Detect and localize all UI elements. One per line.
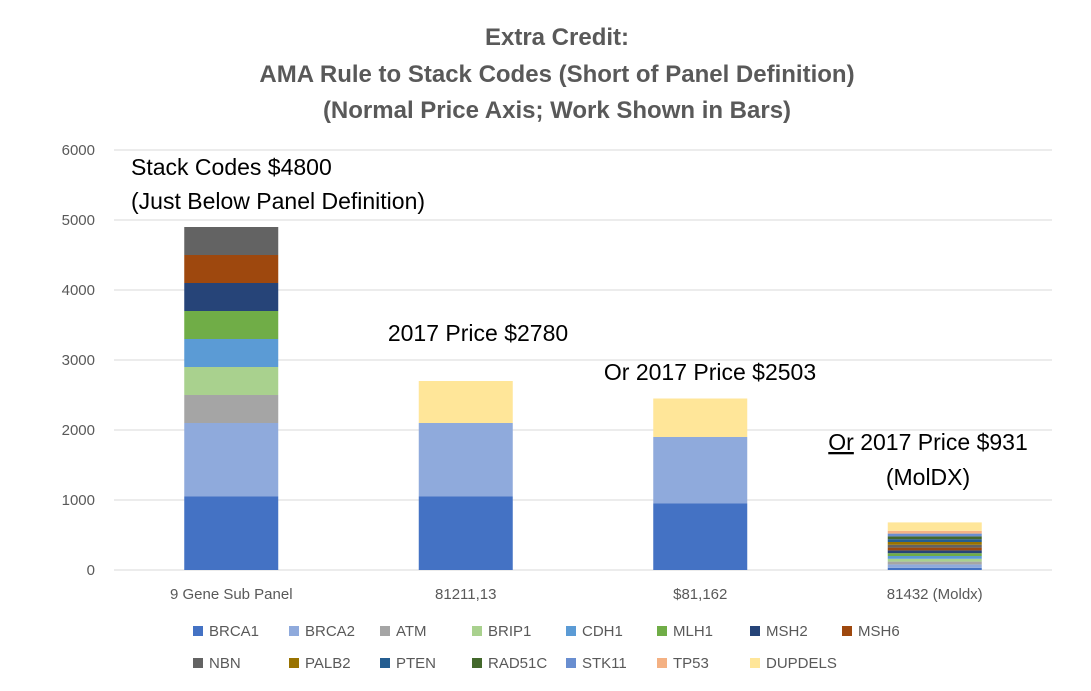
bar-segment [887, 564, 982, 568]
bar-segment [887, 550, 982, 554]
bars [184, 227, 982, 570]
bar-segment [184, 339, 279, 367]
legend-swatch [657, 658, 667, 668]
legend-label: RAD51C [488, 655, 547, 672]
bar-segment [887, 522, 982, 531]
legend-label: BRIP1 [488, 623, 531, 640]
chart-title-line: Extra Credit: [485, 24, 629, 51]
annotation-line: Or 2017 Price $2503 [604, 359, 816, 385]
annotation-line: Or 2017 Price $931 [828, 429, 1027, 455]
legend-swatch [842, 626, 852, 636]
bar-segment [887, 542, 982, 545]
legend-label: TP53 [673, 655, 709, 672]
bar-segment [887, 539, 982, 542]
bar-segment [184, 255, 279, 283]
legend-label: MLH1 [673, 623, 713, 640]
chart-title-line: (Normal Price Axis; Work Shown in Bars) [323, 97, 791, 124]
bar-segment [887, 544, 982, 548]
bar-segment [184, 283, 279, 311]
legend-swatch [566, 626, 576, 636]
annotation-line: 2017 Price $2780 [388, 320, 568, 346]
legend-label: MSH2 [766, 623, 808, 640]
y-tick-label: 3000 [62, 352, 95, 369]
legend-label: CDH1 [582, 623, 623, 640]
legend-swatch [380, 626, 390, 636]
x-tick-label: 81211,13 [435, 586, 496, 603]
legend-swatch [193, 658, 203, 668]
bar-segment [887, 536, 982, 540]
legend-swatch [289, 658, 299, 668]
legend-swatch [472, 626, 482, 636]
annotation-line: (MolDX) [886, 464, 970, 490]
legend-label: MSH6 [858, 623, 900, 640]
legend-swatch [566, 658, 576, 668]
y-tick-label: 2000 [62, 422, 95, 439]
x-tick-label: 81432 (Moldx) [887, 586, 983, 603]
bar-segment [887, 561, 982, 565]
bar-segment [184, 395, 279, 423]
legend-label: DUPDELS [766, 655, 837, 672]
y-tick-label: 6000 [62, 142, 95, 159]
x-tick-label: $81,162 [673, 586, 727, 603]
x-axis-labels: 9 Gene Sub Panel 81211,13 $81,162 81432 (Mo… [170, 586, 983, 603]
bar-segment [887, 547, 982, 551]
legend-swatch [193, 626, 203, 636]
legend-swatch [750, 658, 760, 668]
bar-segment [887, 553, 982, 556]
bar-segment [887, 530, 982, 534]
legend-label: BRCA1 [209, 623, 259, 640]
bar-segment [887, 558, 982, 562]
bar-segment [418, 496, 513, 570]
legend-label: ATM [396, 623, 427, 640]
legend-swatch [657, 626, 667, 636]
legend-label: PTEN [396, 655, 436, 672]
y-tick-label: 1000 [62, 492, 95, 509]
bar-segment [418, 423, 513, 497]
legend-label: NBN [209, 655, 241, 672]
bar-segment [653, 437, 748, 504]
annotation-line: (Just Below Panel Definition) [131, 188, 425, 214]
legend-swatch [380, 658, 390, 668]
y-axis-ticks: 0 1000 2000 3000 4000 5000 6000 [62, 142, 95, 579]
bar-segment [184, 496, 279, 570]
bar-segment [184, 423, 279, 497]
annotation-rest: 2017 Price $931 [854, 429, 1028, 455]
annotations: Stack Codes $4800 (Just Below Panel Defin… [131, 154, 1028, 490]
y-tick-label: 0 [87, 562, 95, 579]
bar-segment [184, 367, 279, 395]
chart-title-line: AMA Rule to Stack Codes (Short of Panel … [259, 61, 854, 88]
bar-segment [887, 567, 982, 570]
legend-swatch [750, 626, 760, 636]
bar-segment [653, 503, 748, 570]
legend-swatch [472, 658, 482, 668]
bar-segment [887, 533, 982, 537]
legend-label: PALB2 [305, 655, 351, 672]
annotation-line: Stack Codes $4800 [131, 154, 332, 180]
bar-segment [184, 227, 279, 255]
y-tick-label: 4000 [62, 282, 95, 299]
bar-segment [653, 398, 748, 437]
bar-segment [418, 381, 513, 423]
legend-label: STK11 [582, 655, 627, 672]
legend: BRCA1 BRCA2 ATM BRIP1 CDH1 MLH1 MSH2 MSH6 NBN PAL… [193, 623, 900, 672]
legend-label: BRCA2 [305, 623, 355, 640]
legend-swatch [289, 626, 299, 636]
bar-segment [184, 311, 279, 339]
annotation-underlined: Or [828, 429, 854, 455]
y-tick-label: 5000 [62, 212, 95, 229]
bar-segment [887, 556, 982, 559]
chart-title: Extra Credit: AMA Rule to Stack Codes (Sh… [259, 24, 854, 124]
x-tick-label: 9 Gene Sub Panel [170, 586, 293, 603]
